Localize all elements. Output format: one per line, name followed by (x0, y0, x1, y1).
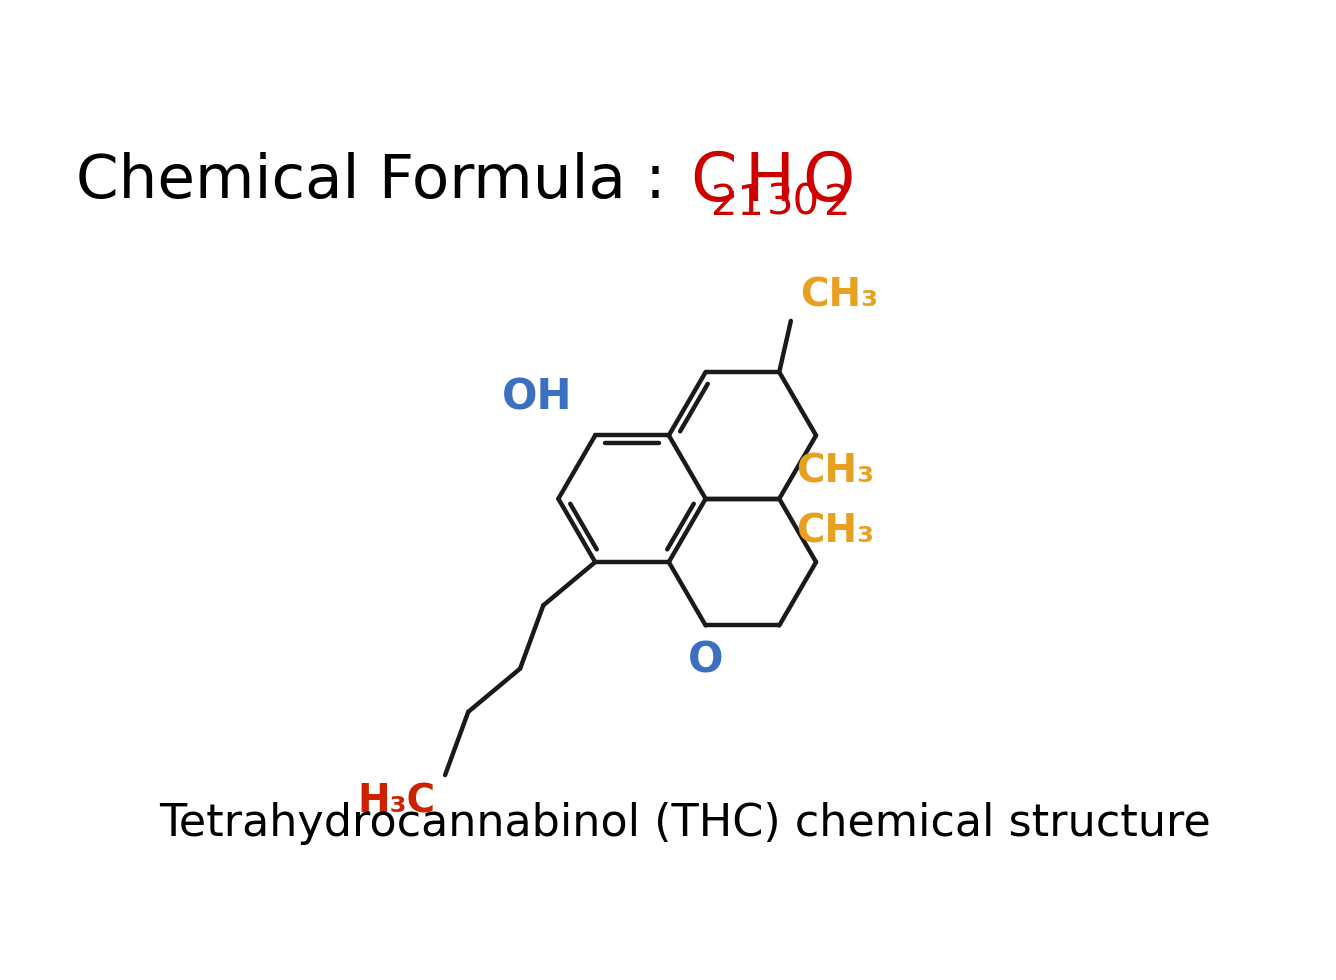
Text: OH: OH (501, 376, 572, 418)
Text: H: H (744, 149, 795, 215)
Text: CH₃: CH₃ (796, 453, 875, 491)
Text: CH₃: CH₃ (800, 276, 878, 315)
Text: 21: 21 (711, 182, 763, 223)
Text: Tetrahydrocannabinol (THC) chemical structure: Tetrahydrocannabinol (THC) chemical stru… (159, 802, 1210, 845)
Text: C: C (689, 149, 736, 215)
Text: 2: 2 (824, 182, 851, 223)
Text: 30: 30 (767, 182, 819, 223)
Text: O: O (688, 639, 723, 681)
Text: Chemical Formula :: Chemical Formula : (76, 152, 685, 212)
Text: O: O (803, 149, 855, 215)
Text: H₃C: H₃C (358, 783, 436, 821)
Text: CH₃: CH₃ (796, 513, 875, 550)
